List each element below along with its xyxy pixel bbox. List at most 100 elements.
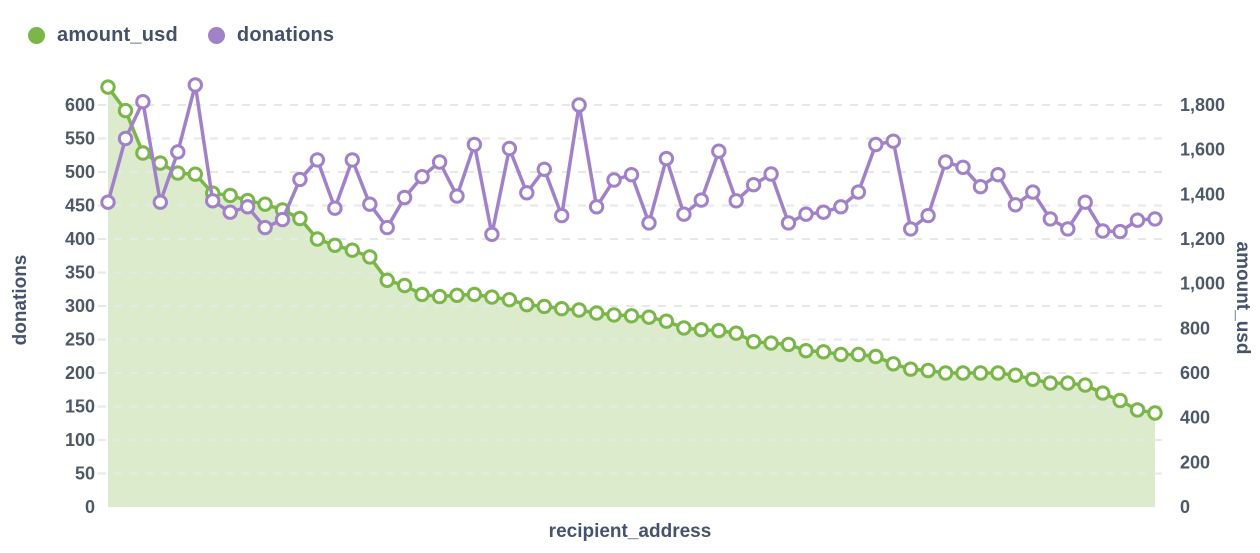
amount-usd-point[interactable] (955, 365, 971, 381)
amount-usd-point[interactable] (711, 322, 727, 339)
donations-point[interactable] (1129, 212, 1146, 228)
donations-point[interactable] (205, 193, 221, 209)
amount-usd-point[interactable] (100, 79, 116, 95)
donations-point[interactable] (362, 196, 378, 212)
amount-usd-point[interactable] (606, 307, 622, 323)
donations-point[interactable] (100, 194, 116, 210)
donations-point[interactable] (868, 136, 884, 153)
donations-point[interactable] (885, 133, 901, 149)
donations-point[interactable] (274, 211, 291, 228)
donations-point[interactable] (519, 185, 535, 201)
donations-point[interactable] (1025, 184, 1041, 200)
donations-point[interactable] (554, 207, 570, 224)
donations-point[interactable] (449, 188, 465, 204)
donations-point[interactable] (850, 184, 867, 200)
donations-point[interactable] (484, 226, 500, 243)
donations-point[interactable] (222, 204, 238, 220)
amount-usd-point[interactable] (833, 346, 849, 363)
donations-point[interactable] (239, 199, 256, 215)
amount-usd-point[interactable] (903, 361, 919, 377)
donations-point[interactable] (327, 200, 343, 216)
amount-usd-point[interactable] (396, 277, 413, 294)
donations-point[interactable] (658, 150, 675, 167)
donations-point[interactable] (745, 177, 762, 193)
amount-usd-point[interactable] (1129, 402, 1146, 418)
donations-point[interactable] (606, 172, 622, 188)
amount-usd-point[interactable] (798, 343, 814, 359)
donations-point[interactable] (798, 206, 814, 222)
amount-usd-point[interactable] (990, 365, 1006, 381)
donations-point[interactable] (1095, 223, 1111, 239)
amount-usd-point[interactable] (885, 356, 901, 372)
amount-usd-point[interactable] (484, 289, 500, 305)
amount-usd-point[interactable] (850, 346, 867, 363)
donations-point[interactable] (1042, 211, 1059, 227)
amount-usd-point[interactable] (588, 305, 605, 321)
amount-usd-point[interactable] (135, 145, 151, 161)
legend-item-donations[interactable]: donations (207, 24, 334, 47)
donations-point[interactable] (431, 154, 448, 170)
donations-point[interactable] (414, 169, 430, 185)
donations-point[interactable] (1112, 223, 1128, 240)
donations-point[interactable] (780, 215, 797, 231)
amount-usd-point[interactable] (780, 336, 797, 353)
amount-usd-point[interactable] (257, 196, 273, 212)
donations-point[interactable] (728, 193, 744, 209)
donations-point[interactable] (1060, 221, 1076, 237)
amount-usd-point[interactable] (763, 335, 779, 351)
amount-usd-point[interactable] (292, 210, 308, 227)
amount-usd-point[interactable] (449, 287, 465, 303)
amount-usd-point[interactable] (815, 344, 832, 360)
amount-usd-point[interactable] (1007, 367, 1024, 383)
amount-usd-point[interactable] (745, 334, 762, 350)
donations-point[interactable] (937, 154, 954, 170)
amount-usd-point[interactable] (117, 102, 134, 119)
donations-point[interactable] (920, 207, 936, 224)
amount-usd-point[interactable] (920, 362, 936, 379)
donations-point[interactable] (972, 179, 989, 195)
amount-usd-point[interactable] (536, 298, 552, 315)
amount-usd-point[interactable] (972, 365, 989, 381)
donations-point[interactable] (623, 167, 640, 183)
amount-usd-point[interactable] (362, 249, 378, 265)
amount-usd-point[interactable] (1077, 377, 1093, 393)
donations-point[interactable] (711, 143, 727, 159)
donations-point[interactable] (344, 152, 360, 168)
donations-point[interactable] (292, 171, 308, 188)
amount-usd-point[interactable] (1095, 385, 1111, 401)
donations-point[interactable] (571, 97, 587, 113)
amount-usd-point[interactable] (379, 272, 395, 288)
donations-point[interactable] (1147, 211, 1163, 227)
amount-usd-point[interactable] (1042, 375, 1059, 391)
donations-point[interactable] (815, 204, 832, 220)
donations-point[interactable] (641, 215, 657, 231)
donations-point[interactable] (676, 206, 692, 222)
donations-point[interactable] (135, 94, 151, 110)
amount-usd-point[interactable] (327, 237, 343, 254)
donations-point[interactable] (833, 199, 849, 215)
amount-usd-point[interactable] (501, 292, 518, 308)
donations-point[interactable] (466, 136, 483, 153)
amount-usd-point[interactable] (676, 320, 692, 336)
amount-usd-point[interactable] (1112, 392, 1128, 409)
donations-point[interactable] (903, 221, 919, 237)
amount-usd-point[interactable] (344, 242, 360, 258)
donations-point[interactable] (536, 161, 552, 178)
amount-usd-point[interactable] (868, 348, 884, 365)
amount-usd-point[interactable] (1060, 375, 1076, 391)
amount-usd-point[interactable] (693, 322, 709, 338)
amount-usd-point[interactable] (519, 297, 535, 313)
donations-point[interactable] (309, 152, 326, 168)
amount-usd-point[interactable] (431, 288, 448, 305)
amount-usd-point[interactable] (728, 325, 744, 341)
amount-usd-point[interactable] (414, 286, 430, 303)
amount-usd-point[interactable] (222, 187, 238, 204)
donations-point[interactable] (1077, 194, 1093, 210)
donations-point[interactable] (379, 219, 395, 236)
legend-item-amount-usd[interactable]: amount_usd (28, 24, 178, 47)
donations-point[interactable] (990, 167, 1006, 183)
amount-usd-point[interactable] (187, 166, 204, 182)
amount-usd-point[interactable] (658, 313, 675, 329)
amount-usd-point[interactable] (937, 365, 954, 381)
donations-point[interactable] (257, 219, 273, 236)
